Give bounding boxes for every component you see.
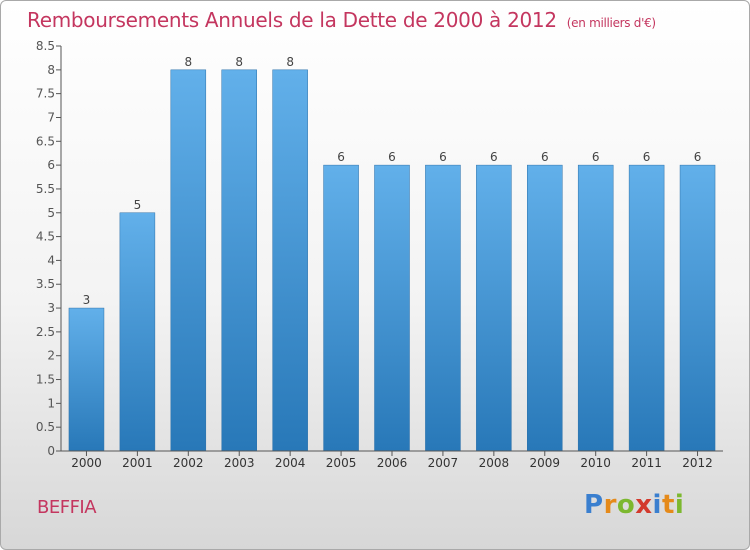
bar [272,69,308,452]
chart-title-text: Remboursements Annuels de la Dette de 20… [27,8,557,32]
x-tick-label: 2002 [173,456,204,470]
data-label: 6 [541,150,549,164]
x-tick-label: 2009 [529,456,560,470]
y-tick-label: 2.5 [36,325,55,339]
x-tick-label: 2004 [275,456,306,470]
bar [68,307,105,452]
data-label: 6 [643,150,651,164]
logo-letter: t [661,490,675,520]
bar [170,69,207,452]
data-label: 8 [286,55,294,69]
bar [425,164,461,452]
data-label: 6 [490,150,498,164]
x-tick-label: 2008 [479,456,510,470]
y-tick-label: 2 [47,349,55,363]
x-tick-label: 2007 [428,456,459,470]
proxiti-logo: Proxiti [584,490,684,520]
bar [527,164,563,452]
y-tick-label: 5.5 [36,182,55,196]
y-tick-label: 3.5 [36,277,55,291]
bar [628,164,665,452]
data-label: 5 [134,198,142,212]
x-tick-label: 2005 [326,456,357,470]
x-tick-label: 2001 [122,456,153,470]
y-tick-label: 1 [47,396,55,410]
y-tick-label: 4 [47,253,55,267]
logo-letter: i [674,490,685,520]
y-tick-label: 3 [47,301,55,315]
x-tick-label: 2010 [580,456,611,470]
x-tick-label: 2003 [224,456,255,470]
bar [679,164,716,452]
logo-letter: r [603,490,617,520]
x-tick-label: 2011 [631,456,662,470]
y-tick-label: 6 [47,158,55,172]
x-tick-label: 2000 [71,456,102,470]
y-tick-label: 1.5 [36,373,55,387]
data-label: 6 [592,150,600,164]
y-tick-label: 4.5 [36,230,55,244]
x-tick-label: 2006 [377,456,408,470]
chart-title: Remboursements Annuels de la Dette de 20… [27,8,656,32]
y-tick-label: 6.5 [36,134,55,148]
bar [476,164,512,452]
x-axis: 2000 2001 2002 2003 2004 2005 2006 2007 2008 2009… [61,450,723,470]
chart-unit: (en milliers d'€) [566,16,656,30]
bar [577,164,614,452]
bar [323,164,359,452]
data-label: 3 [83,293,91,307]
data-label: 8 [235,55,243,69]
data-label: 6 [694,150,702,164]
data-label: 6 [337,150,345,164]
y-tick-label: 8 [47,63,55,77]
bars: 3 5 8 8 8 6 6 6 6 6 6 6 6 [68,55,716,452]
y-tick-label: 8.5 [36,39,55,53]
y-tick-label: 7 [47,110,55,124]
data-label: 6 [388,150,396,164]
x-tick-label: 2012 [682,456,713,470]
data-label: 8 [184,55,192,69]
y-tick-label: 5 [47,206,55,220]
y-tick-label: 7.5 [36,87,55,101]
y-tick-label: 0 [47,444,55,458]
data-label: 6 [439,150,447,164]
logo-letter: x [635,490,653,520]
bar [119,212,156,452]
bar [374,164,410,452]
logo-letter: i [652,490,662,520]
commune-name: BEFFIA [37,497,97,518]
logo-letter: o [616,490,636,520]
bar [221,69,257,452]
logo-letter: P [584,490,604,520]
y-tick-label: 0.5 [36,420,55,434]
y-axis: 0 0.5 1 1.5 2 2.5 3 3.5 4 4.5 5 5.5 6 6.5 7 7.5 8 8.5 [36,39,62,458]
